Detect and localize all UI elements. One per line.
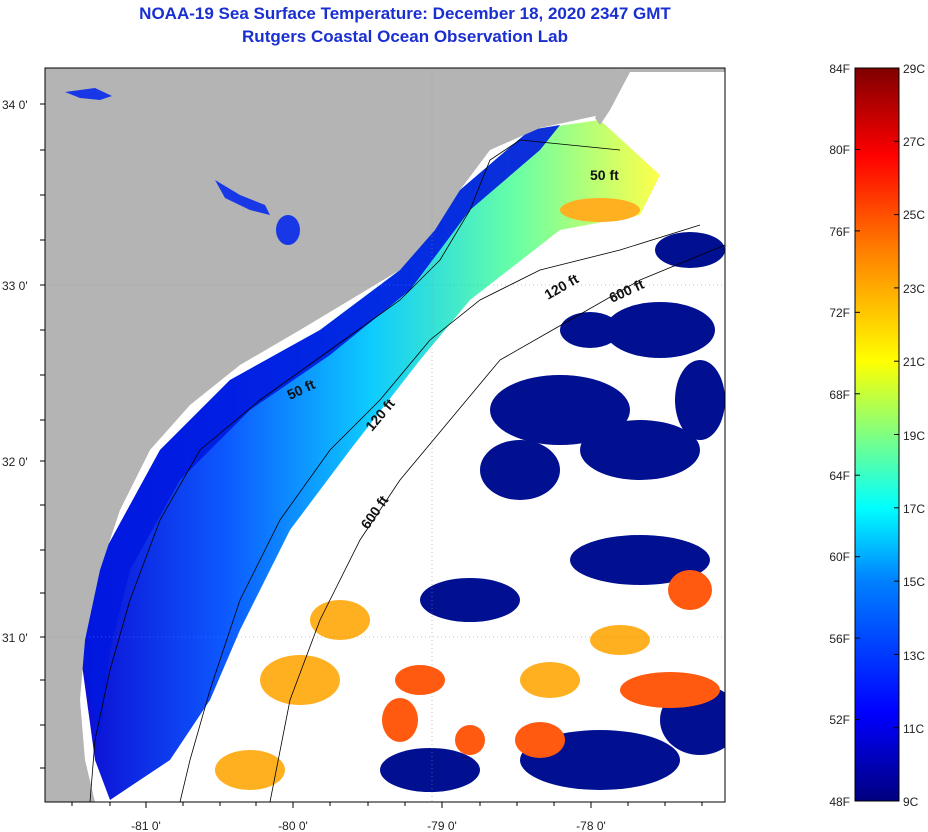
colorbar-f-48: 48F bbox=[829, 795, 850, 809]
gulf-stream-warm-patches bbox=[382, 570, 720, 758]
map-frame bbox=[44, 67, 726, 803]
colorbar-f-56: 56F bbox=[829, 632, 850, 646]
map-title: NOAA-19 Sea Surface Temperature: Decembe… bbox=[139, 4, 671, 23]
contour-50ft bbox=[89, 139, 621, 802]
temperature-colorbar: 84F 80F 76F 72F 68F 64F 60F 56F 52F 48F … bbox=[829, 62, 925, 809]
lat-tick-34: 34 0' bbox=[2, 98, 28, 112]
lon-tick-81: -81 0' bbox=[131, 819, 161, 832]
colorbar-c-29: 29C bbox=[903, 62, 925, 76]
colorbar-c-21: 21C bbox=[903, 355, 925, 369]
colorbar-c-19: 19C bbox=[903, 429, 925, 443]
offshore-cold-patches bbox=[380, 232, 725, 792]
inland-lakes bbox=[65, 88, 300, 245]
lat-tick-33: 33 0' bbox=[2, 279, 28, 293]
colorbar-c-23: 23C bbox=[903, 282, 925, 296]
map-subtitle: Rutgers Coastal Ocean Observation Lab bbox=[242, 27, 568, 46]
lon-tick-79: -79 0' bbox=[427, 819, 457, 832]
latitude-axis: 34 0' 33 0' 32 0' 31 0' bbox=[2, 98, 45, 769]
colorbar-gradient bbox=[854, 67, 900, 802]
colorbar-c-25: 25C bbox=[903, 208, 925, 222]
land-mass bbox=[45, 68, 620, 802]
contour-label-50ft-north: 50 ft bbox=[590, 167, 619, 183]
coastal-sst-band bbox=[80, 120, 660, 800]
contour-600ft bbox=[269, 244, 725, 802]
colorbar-c-9: 9C bbox=[903, 795, 919, 809]
colorbar-f-80: 80F bbox=[829, 143, 850, 157]
lat-tick-32: 32 0' bbox=[2, 455, 28, 469]
colorbar-f-60: 60F bbox=[829, 550, 850, 564]
isobath-contours bbox=[89, 139, 725, 802]
colorbar-c-13: 13C bbox=[903, 649, 925, 663]
colorbar-f-76: 76F bbox=[829, 225, 850, 239]
graticule bbox=[45, 68, 725, 802]
colorbar-c-11: 11C bbox=[903, 722, 924, 736]
lon-tick-80: -80 0' bbox=[278, 819, 308, 832]
lon-tick-78: -78 0' bbox=[576, 819, 606, 832]
colorbar-f-52: 52F bbox=[829, 713, 850, 727]
map-area bbox=[45, 68, 725, 802]
colorbar-c-27: 27C bbox=[903, 135, 925, 149]
colorbar-c-15: 15C bbox=[903, 575, 925, 589]
colorbar-f-72: 72F bbox=[829, 306, 850, 320]
lat-tick-31: 31 0' bbox=[2, 631, 28, 645]
longitude-axis: -81 0' -80 0' -79 0' -78 0' bbox=[71, 802, 703, 832]
colorbar-f-68: 68F bbox=[829, 388, 850, 402]
colorbar-f-84: 84F bbox=[829, 62, 850, 76]
colorbar-c-17: 17C bbox=[903, 502, 925, 516]
colorbar-f-64: 64F bbox=[829, 469, 850, 483]
contour-120ft bbox=[179, 224, 701, 802]
